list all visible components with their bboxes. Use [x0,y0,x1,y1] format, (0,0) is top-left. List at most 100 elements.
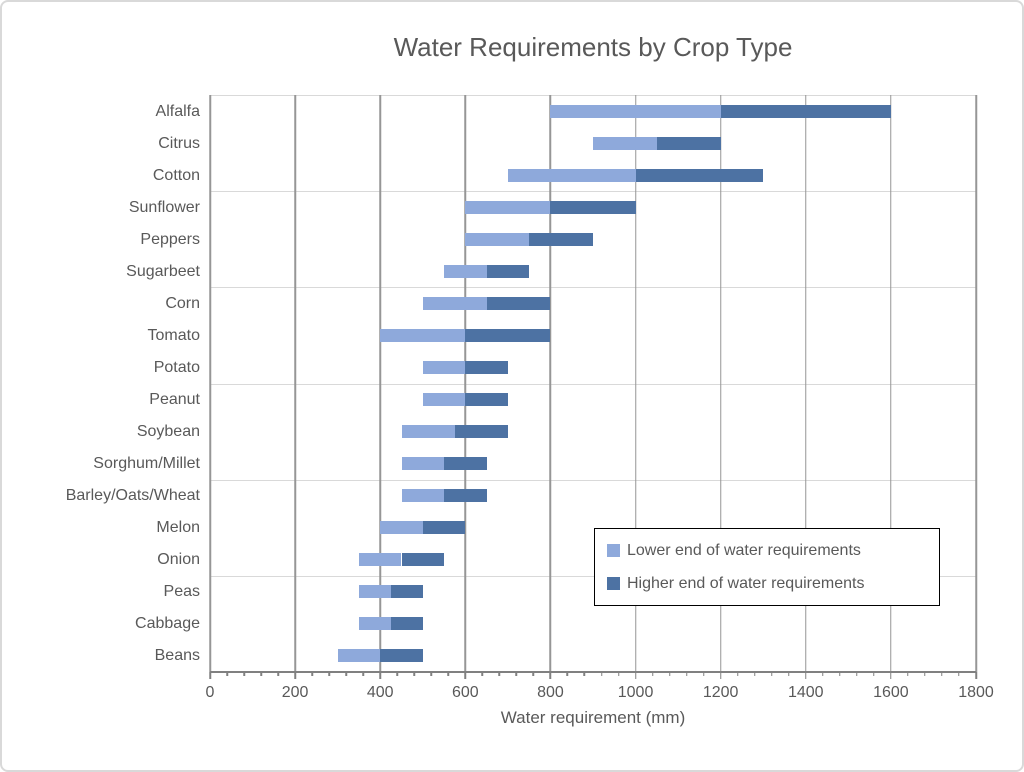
category-label: Soybean [136,423,200,441]
x-axis-line [210,670,976,673]
x-axis-title: Water requirement (mm) [500,708,686,727]
x-minor-tick [396,672,398,676]
legend-label-lower-end: Lower end of water requirements [627,541,861,559]
category-label: Peppers [140,230,200,248]
x-gridline [975,95,977,672]
x-tick-label: 0 [205,684,215,701]
x-minor-tick [566,672,569,676]
bar-lower-end [593,136,657,150]
x-minor-tick [685,672,688,676]
bar-higher-end [380,649,423,663]
bar-lower-end [380,521,423,535]
category-label: Sugarbeet [126,262,200,280]
category-label: Beans [154,647,200,665]
x-minor-tick [532,672,535,676]
x-minor-tick [907,672,909,676]
bar-higher-end [444,457,487,471]
x-major-tick [634,672,637,679]
bar-lower-end [422,393,466,407]
legend-item-lower-end: Lower end of water requirements [607,542,933,560]
x-minor-tick [873,672,875,676]
x-minor-tick [226,672,228,676]
category-label: Tomato [147,326,200,344]
row-gridline [210,575,976,577]
bar-higher-end [401,553,445,567]
x-minor-tick [413,672,416,676]
bar-higher-end [465,360,508,374]
bar-lower-end [422,360,466,374]
row-gridline [210,383,976,385]
x-minor-tick [770,672,773,676]
x-major-tick [975,672,977,679]
x-minor-tick [668,672,671,676]
bar-higher-end [390,617,423,631]
x-minor-tick [839,672,841,676]
lower-end-swatch [607,544,620,557]
x-gridline [634,95,637,672]
x-major-tick [294,672,296,679]
category-label: Alfalfa [155,102,200,120]
row-gridline [210,95,976,96]
category-label: Cotton [152,166,200,184]
x-minor-tick [941,672,943,676]
bar-higher-end [486,264,530,278]
bar-higher-end [635,168,764,182]
bar-higher-end [454,425,508,439]
bar-lower-end [337,649,381,663]
bar-lower-end [507,168,636,182]
category-label: Corn [165,294,200,312]
bar-higher-end [529,232,593,246]
x-major-tick [549,672,552,679]
x-minor-tick [958,672,960,676]
x-major-tick [379,672,381,679]
bar-lower-end [401,457,445,471]
x-tick-label: 600 [451,684,479,701]
x-minor-tick [260,672,262,676]
bar-higher-end [656,136,721,150]
x-tick-label: 1200 [702,684,739,701]
bar-lower-end [380,328,466,342]
category-label: Sorghum/Millet [93,455,200,473]
bar-higher-end [550,200,636,214]
x-minor-tick [498,672,501,676]
x-gridline [464,95,467,672]
x-gridline [890,95,892,672]
bar-higher-end [720,104,891,118]
legend-label-higher-end: Higher end of water requirements [627,574,865,592]
x-minor-tick [651,672,654,676]
x-tick-label: 1400 [787,684,824,701]
legend-item-higher-end: Higher end of water requirements [607,575,933,593]
x-minor-tick [600,672,603,676]
x-minor-tick [481,672,484,676]
x-gridline [294,95,296,672]
x-tick-label: 800 [537,684,564,701]
bar-higher-end [444,489,487,503]
category-label: Cabbage [135,615,200,633]
bar-lower-end [444,264,487,278]
x-minor-tick [430,672,433,676]
bar-lower-end [358,617,391,631]
x-tick-label: 200 [281,684,309,701]
x-minor-tick [856,672,858,676]
x-tick-label: 1000 [617,684,654,701]
x-gridline [805,95,807,672]
x-gridline [549,95,552,672]
x-major-tick [209,672,211,679]
x-minor-tick [788,672,790,676]
x-minor-tick [362,672,364,676]
x-major-tick [805,672,807,679]
bar-lower-end [358,553,402,567]
x-minor-tick [515,672,518,676]
bar-higher-end [486,296,551,310]
bar-lower-end [465,232,530,246]
x-minor-tick [583,672,586,676]
x-minor-tick [753,672,756,676]
bar-higher-end [465,393,508,407]
row-gridline [210,287,976,289]
category-label: Melon [156,519,200,537]
bar-lower-end [550,104,721,118]
higher-end-swatch [607,577,620,590]
bar-lower-end [422,296,487,310]
x-minor-tick [702,672,705,676]
